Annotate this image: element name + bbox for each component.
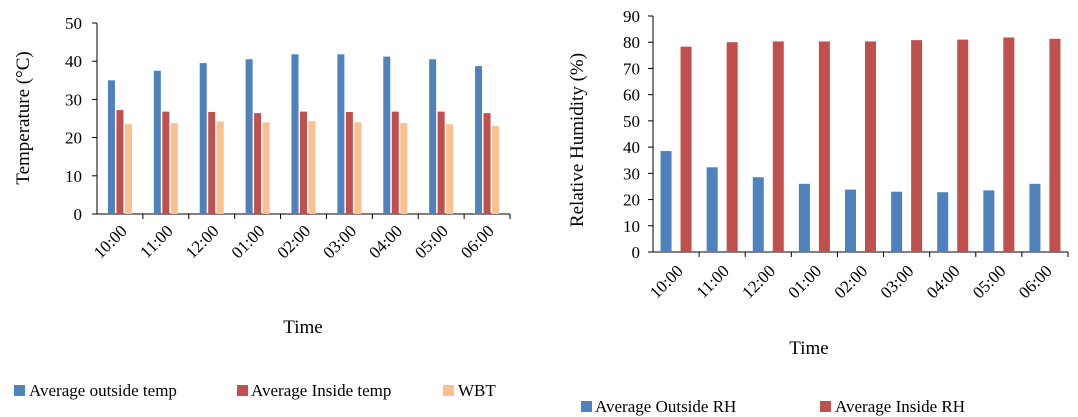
temp-x-category-label-3: 01:00 — [228, 221, 269, 262]
legend-label-inside-rh: Average Inside RH — [835, 397, 965, 416]
temp-bar-s0-c2 — [199, 63, 207, 214]
temp-bar-s2-c7 — [446, 124, 454, 214]
rh-bar-s1-c1 — [726, 42, 738, 252]
rh-bar-s1-c4 — [865, 41, 876, 253]
rh-y-tick-label-4: 40 — [623, 138, 640, 157]
temp-bar-s1-c0 — [116, 110, 124, 214]
rh-bar-s0-c2 — [752, 177, 764, 252]
temp-bar-s1-c7 — [437, 111, 445, 214]
temp-y-tick-label-0: 0 — [74, 205, 83, 224]
rh-bar-s0-c0 — [660, 151, 672, 252]
temperature-legend: Average outside temp Average Inside temp… — [14, 381, 496, 400]
rh-x-category-label-7: 05:00 — [969, 261, 1010, 302]
rh-bar-s0-c5 — [891, 191, 903, 252]
temp-bar-s2-c4 — [308, 121, 316, 214]
rh-x-category-label-4: 02:00 — [831, 261, 872, 302]
temp-bar-s0-c3 — [245, 59, 253, 214]
rh-y-tick-label-2: 20 — [623, 191, 640, 210]
temperature-y-axis-label: Temperature (°C) — [13, 51, 34, 184]
legend-label-wbt: WBT — [458, 381, 496, 400]
temp-bar-s2-c2 — [216, 121, 224, 214]
temp-bar-s0-c5 — [337, 54, 345, 214]
temp-x-category-label-6: 04:00 — [365, 221, 406, 262]
rh-y-tick-label-1: 10 — [623, 217, 640, 236]
rh-bar-s1-c6 — [957, 39, 969, 252]
rh-bar-s0-c6 — [937, 192, 949, 252]
temp-bar-s2-c5 — [354, 122, 362, 214]
legend-label-inside-temp: Average Inside temp — [251, 381, 391, 400]
temp-bar-s1-c1 — [162, 111, 170, 214]
temp-x-category-label-5: 03:00 — [319, 221, 360, 262]
humidity-chart: Relative Humidity (%) Time Average Outsi… — [567, 7, 1069, 416]
temp-bar-s1-c5 — [345, 112, 353, 214]
rh-bar-s1-c8 — [1049, 38, 1061, 253]
rh-y-tick-label-9: 90 — [623, 7, 640, 26]
rh-y-tick-label-6: 60 — [623, 86, 640, 105]
rh-bar-s0-c4 — [845, 189, 856, 252]
rh-bar-s0-c7 — [983, 190, 995, 252]
rh-bar-s0-c1 — [706, 167, 718, 252]
rh-bar-s1-c0 — [680, 46, 692, 253]
temp-bar-s0-c0 — [107, 80, 115, 214]
legend-swatch-outside-temp — [14, 385, 25, 396]
humidity-x-axis-label: Time — [789, 338, 828, 359]
temp-bar-s1-c6 — [391, 111, 399, 214]
rh-x-category-label-2: 12:00 — [738, 261, 779, 302]
temp-bar-s1-c8 — [483, 113, 491, 214]
temp-x-category-label-7: 05:00 — [411, 221, 452, 262]
temp-bar-s2-c8 — [492, 126, 500, 214]
temp-bar-s2-c6 — [400, 123, 408, 214]
temp-y-tick-label-5: 50 — [65, 14, 82, 33]
temperature-chart: Temperature (°C) Time Average outside te… — [13, 14, 511, 400]
temp-bar-s0-c7 — [429, 59, 437, 214]
rh-y-tick-label-3: 30 — [623, 164, 640, 183]
legend-swatch-inside-temp — [237, 385, 248, 396]
temp-x-category-label-1: 11:00 — [136, 221, 176, 261]
temp-bar-s2-c3 — [262, 122, 270, 214]
temp-bar-s0-c4 — [291, 54, 299, 214]
legend-swatch-outside-rh — [581, 401, 592, 412]
temp-bar-s1-c3 — [254, 113, 262, 214]
rh-bar-s1-c3 — [818, 41, 830, 253]
temperature-x-axis-label: Time — [283, 317, 322, 338]
temp-x-category-label-8: 06:00 — [457, 221, 498, 262]
rh-bar-s0-c8 — [1029, 183, 1041, 252]
rh-y-tick-label-5: 50 — [623, 112, 640, 131]
temp-x-category-label-4: 02:00 — [274, 221, 315, 262]
rh-x-category-label-8: 06:00 — [1015, 261, 1056, 302]
temp-x-category-label-2: 12:00 — [182, 221, 223, 262]
temp-y-tick-label-3: 30 — [65, 90, 82, 109]
legend-label-outside-temp: Average outside temp — [29, 381, 177, 400]
temp-bar-s0-c1 — [153, 70, 161, 214]
rh-bar-s1-c5 — [911, 40, 923, 252]
rh-x-category-label-5: 03:00 — [877, 261, 918, 302]
humidity-y-axis-label: Relative Humidity (%) — [567, 53, 588, 227]
temp-y-tick-label-2: 20 — [65, 129, 82, 148]
legend-label-outside-rh: Average Outside RH — [595, 397, 736, 416]
rh-y-tick-label-7: 70 — [623, 59, 640, 78]
temp-y-tick-label-4: 40 — [65, 52, 82, 71]
rh-x-category-label-3: 01:00 — [784, 261, 825, 302]
rh-bar-s0-c3 — [798, 183, 810, 252]
rh-y-tick-label-0: 0 — [632, 243, 641, 262]
rh-x-category-label-6: 04:00 — [923, 261, 964, 302]
temp-bar-s2-c1 — [170, 123, 178, 214]
temp-bar-s0-c8 — [475, 66, 483, 214]
temp-y-tick-label-1: 10 — [65, 167, 82, 186]
rh-bar-s1-c7 — [1003, 37, 1015, 252]
legend-swatch-inside-rh — [820, 401, 831, 412]
legend-swatch-wbt — [443, 385, 454, 396]
rh-y-tick-label-8: 80 — [623, 33, 640, 52]
temp-bar-s0-c6 — [383, 56, 391, 215]
temp-x-category-label-0: 10:00 — [90, 221, 131, 262]
humidity-legend: Average Outside RH Average Inside RH — [581, 397, 965, 416]
rh-x-category-label-0: 10:00 — [646, 261, 687, 302]
temp-bar-s1-c2 — [208, 112, 216, 214]
temp-bar-s2-c0 — [124, 124, 132, 214]
temp-bar-s1-c4 — [300, 111, 307, 214]
rh-bar-s1-c2 — [772, 41, 784, 253]
rh-x-category-label-1: 11:00 — [693, 261, 733, 301]
